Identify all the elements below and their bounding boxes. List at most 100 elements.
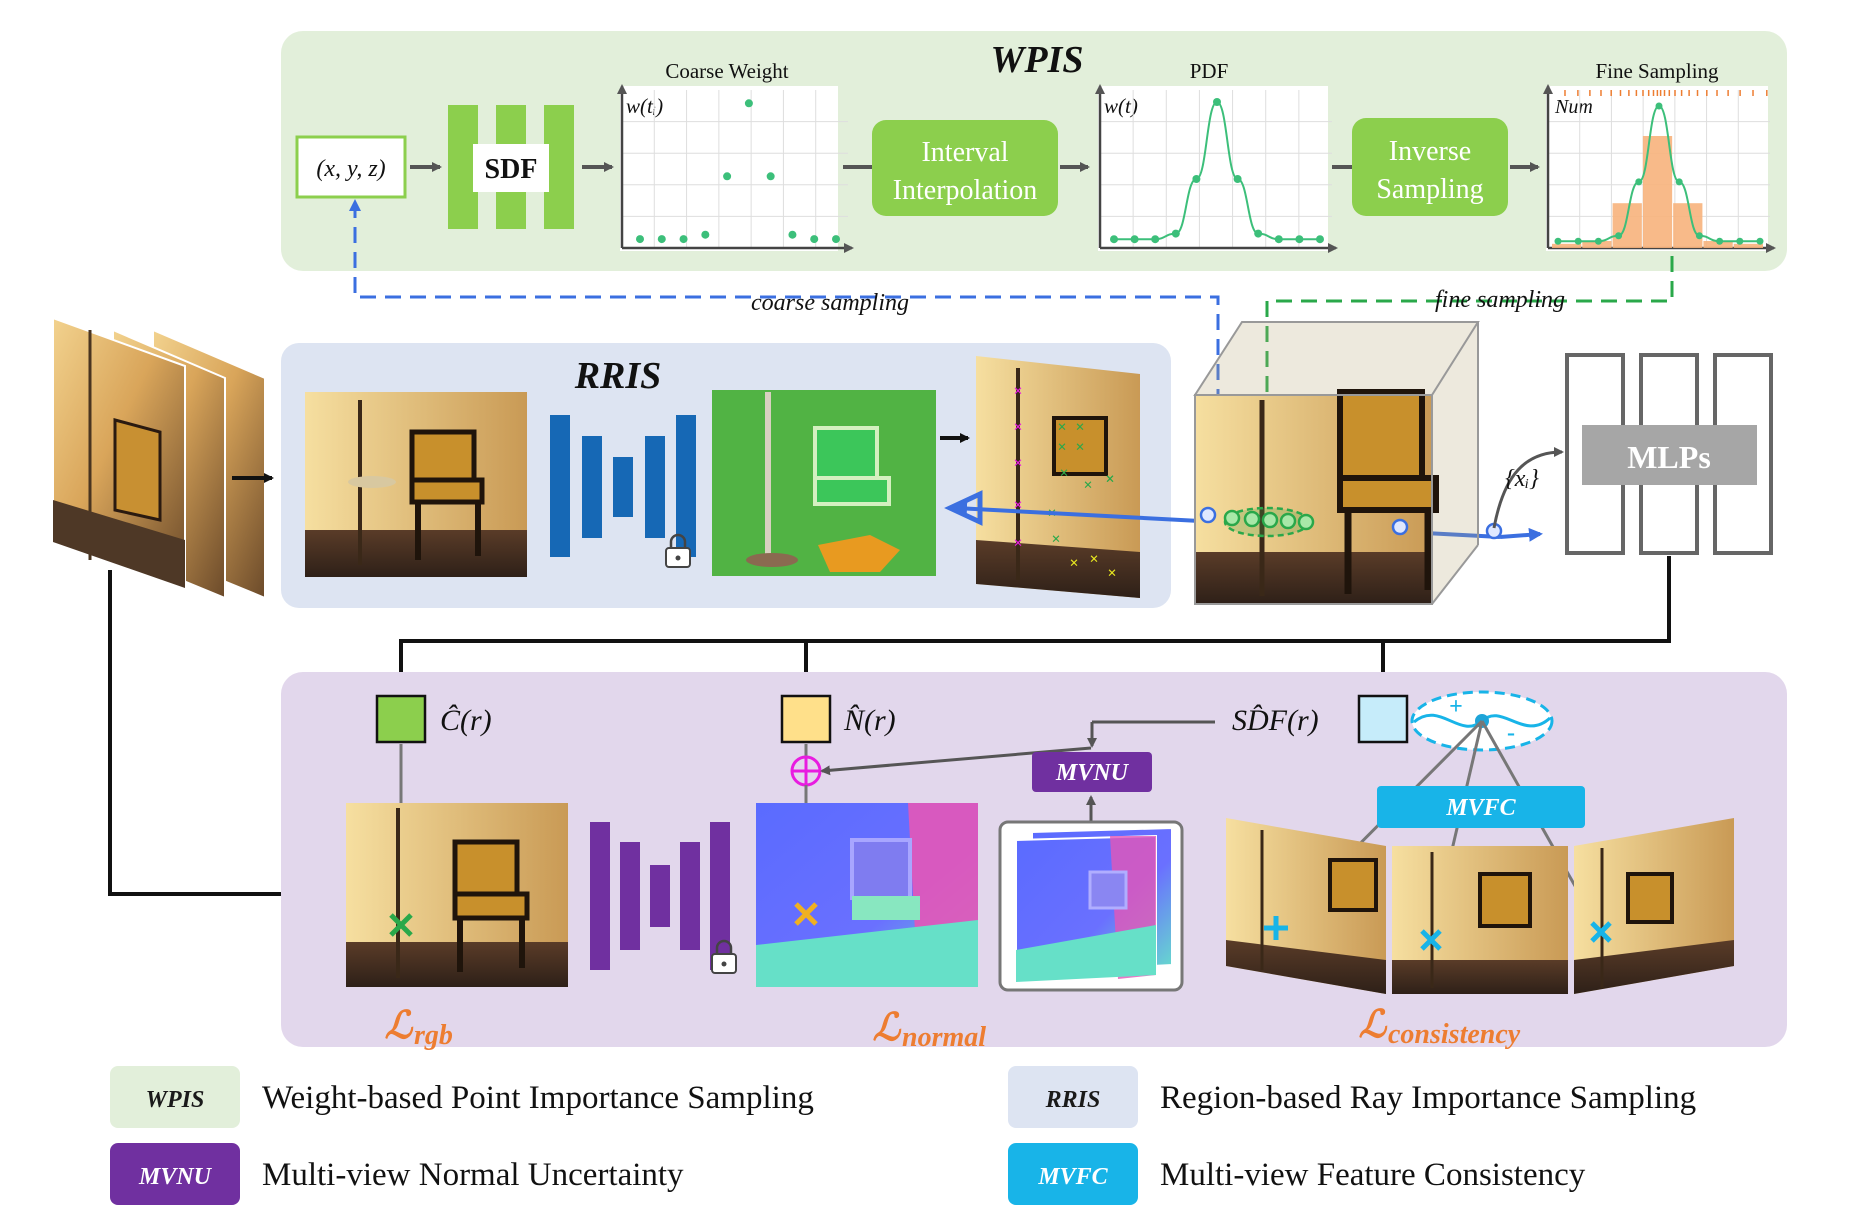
fine-pdf-point	[1716, 237, 1724, 245]
legend-abbr: WPIS	[146, 1087, 205, 1113]
coarse-weight-point	[832, 235, 840, 244]
legend-abbr: RRIS	[1045, 1087, 1101, 1113]
fine-sampling-bar	[1582, 241, 1612, 248]
fine-pdf-point	[1554, 237, 1562, 245]
pdf-point	[1192, 175, 1201, 183]
ray-sample-point	[1297, 513, 1315, 531]
mlps-network: MLPs	[1565, 353, 1773, 555]
ray-sample-point	[1391, 518, 1409, 536]
consistency-loss-subscript: consistency	[1388, 1019, 1521, 1050]
inverse-sampling-block	[1352, 118, 1508, 216]
input-image-stack	[52, 316, 266, 600]
coarse-weight-point	[657, 235, 666, 244]
sampled-pixel-mark: ×	[1059, 465, 1068, 482]
sampled-pixel-mark: ×	[1051, 531, 1060, 548]
segmentation-network	[550, 415, 696, 568]
input-coordinates-label: (x, y, z)	[316, 156, 385, 182]
normal-loss-subscript: normal	[902, 1022, 986, 1053]
fine-pdf-point	[1615, 232, 1623, 240]
normal-loss-symbol: ℒ	[873, 1007, 902, 1049]
consistency-view-center	[1392, 846, 1568, 994]
coarse-weight-point	[723, 172, 732, 181]
pdf-title: PDF	[1190, 59, 1229, 83]
wpis-panel: WPIS (x, y, z) SDF Coarse Weight w(tᵢ) I…	[281, 31, 1787, 271]
legend-swatch-mvfc	[1008, 1143, 1138, 1205]
rgb-image	[346, 803, 568, 987]
sdf-output-label: SD̂F(r)	[1232, 704, 1319, 737]
color-output-label: Ĉ(r)	[440, 704, 492, 737]
ray-sample-point	[1199, 506, 1217, 524]
legend-description: Weight-based Point Importance Sampling	[262, 1080, 814, 1116]
interval-label-line1: Interval	[921, 137, 1008, 168]
legend-swatch-mvnu	[110, 1143, 240, 1205]
mvnu-label: MVNU	[1055, 760, 1130, 786]
ray-sample-point	[1261, 511, 1279, 529]
sampled-pixel-mark: ×	[1069, 555, 1078, 572]
coarse-weight-point	[810, 235, 819, 244]
rgb-loss-symbol: ℒ	[385, 1005, 414, 1047]
sampled-pixel-mark: ×	[1075, 419, 1084, 436]
pdf-point	[1130, 235, 1139, 244]
pdf-point	[1151, 235, 1160, 244]
fine-sampling-bar	[1612, 203, 1642, 248]
rris-title: RRIS	[574, 355, 662, 397]
sampled-pixel-mark: ×	[1105, 471, 1114, 488]
svg-text:-: -	[1507, 720, 1515, 746]
feature-fusion-plus-icon	[790, 755, 822, 787]
coarse-weight-point	[766, 172, 775, 181]
color-output-box	[375, 694, 427, 744]
mvnu-block	[1032, 752, 1152, 792]
inverse-label-line2: Sampling	[1376, 174, 1483, 205]
svg-text:+: +	[1449, 694, 1463, 720]
sampled-pixel-mark: ×	[1105, 471, 1114, 488]
pdf-point	[1274, 235, 1283, 244]
ray-sample-point	[1223, 509, 1241, 527]
sampled-pixel-mark: ×	[1089, 551, 1098, 568]
fine-sampling-plot: Fine Sampling Num	[1543, 59, 1776, 253]
sdf-label: SDF	[485, 154, 538, 185]
legend-abbr: MVNU	[138, 1164, 213, 1190]
coarse-sampling-path	[349, 199, 1220, 480]
sample-points-label: {xᵢ}	[1505, 466, 1539, 492]
multiview-normal-stack	[998, 820, 1184, 992]
pdf-point	[1171, 229, 1180, 238]
fine-pdf-point	[1635, 178, 1643, 186]
fine-sampling-ylabel: Num	[1554, 96, 1593, 118]
interval-label-line2: Interpolation	[893, 175, 1038, 206]
scene-volume-cube	[1193, 321, 1480, 605]
fine-pdf-point	[1574, 237, 1582, 245]
frozen-lock-icon	[665, 533, 691, 568]
rris-panel: RRIS	[281, 343, 1171, 608]
normal-prior-network	[590, 822, 737, 974]
fine-pdf-point	[1736, 237, 1744, 245]
output-bus	[396, 556, 1671, 690]
normal-output-box	[780, 694, 832, 744]
fine-pdf-point	[1695, 232, 1703, 240]
sampled-pixel-mark: ×	[1057, 439, 1066, 456]
legend: WPIS Weight-based Point Importance Sampli…	[110, 1066, 1696, 1205]
consistency-loss-symbol: ℒ	[1359, 1004, 1388, 1046]
wpis-title: WPIS	[991, 39, 1084, 81]
pdf-point	[1110, 235, 1118, 244]
ray-sample-point	[1279, 512, 1297, 530]
sampled-pixel-mark: ×	[1107, 565, 1116, 582]
coarse-weight-point	[788, 230, 797, 239]
arrow-mvnu-to-normal	[820, 746, 1092, 776]
mvfc-block	[1377, 786, 1585, 828]
mvfc-label: MVFC	[1445, 795, 1516, 821]
coarse-weight-title: Coarse Weight	[665, 59, 788, 83]
coarse-sampling-label: coarse sampling	[751, 290, 909, 316]
inverse-label-line1: Inverse	[1389, 136, 1471, 167]
sampled-pixel-mark: ×	[1057, 419, 1066, 436]
fine-pdf-point	[1675, 178, 1683, 186]
legend-description: Multi-view Feature Consistency	[1160, 1157, 1586, 1193]
fine-sampling-bar	[1703, 241, 1733, 248]
pdf-ylabel: w(t)	[1104, 94, 1138, 118]
pdf-point	[1213, 98, 1221, 106]
sdf-output-box	[1357, 694, 1409, 744]
sdf-network: SDF	[448, 105, 574, 229]
legend-swatch-wpis	[110, 1066, 240, 1128]
ray-sample-points	[1199, 506, 1503, 540]
pdf-point	[1295, 235, 1304, 244]
fine-pdf-point	[1756, 237, 1764, 245]
